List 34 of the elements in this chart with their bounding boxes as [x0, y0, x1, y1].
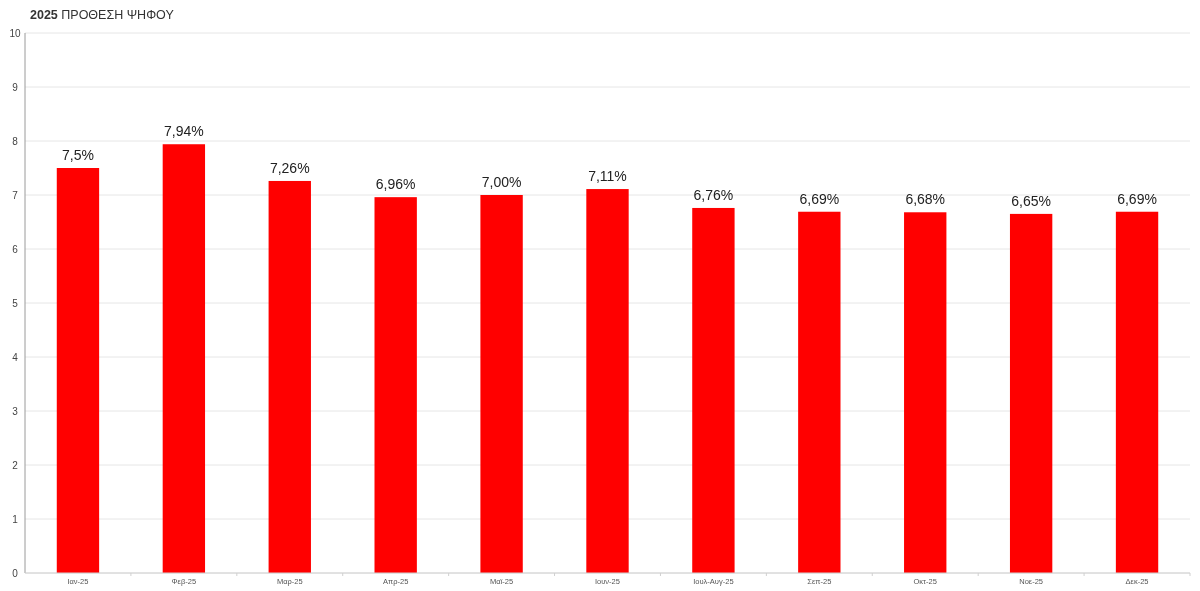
data-label: 7,11%: [588, 168, 627, 185]
y-tick-label: 1: [12, 513, 19, 525]
data-label: 7,5%: [61, 147, 94, 163]
bar: [268, 180, 311, 573]
bar: [1115, 211, 1159, 573]
bar: [374, 197, 417, 573]
y-tick-label: 5: [12, 297, 19, 309]
y-tick-label: 7: [12, 189, 19, 201]
bar: [798, 211, 841, 573]
y-tick-label: 8: [12, 135, 19, 147]
data-label: 6,76%: [693, 186, 734, 203]
y-tick-label: 4: [12, 351, 19, 363]
bar: [586, 189, 629, 573]
data-label: 6,65%: [1011, 192, 1051, 209]
bar: [162, 144, 206, 573]
bar: [692, 207, 735, 573]
y-tick-label: 2: [12, 459, 19, 471]
data-label: 6,68%: [905, 191, 946, 208]
data-label: 6,96%: [375, 176, 416, 193]
y-tick-label: 10: [9, 27, 21, 39]
data-label: 6,69%: [1117, 190, 1157, 207]
y-tick-label: 9: [12, 81, 19, 93]
bar: [480, 195, 523, 573]
y-tick-label: 0: [12, 567, 19, 579]
bar: [904, 212, 947, 573]
bar: [1009, 213, 1053, 573]
y-tick-label: 3: [12, 405, 19, 417]
bar: [56, 168, 100, 573]
data-label: 6,69%: [799, 190, 840, 207]
chart-title: 2025 ΠΡΟΘΕΣΗ ΨΗΦΟΥ: [30, 8, 175, 22]
data-label: 7,26%: [269, 159, 310, 176]
data-label: 7,00%: [481, 174, 522, 190]
y-tick-label: 6: [12, 243, 19, 255]
data-label: 7,94%: [164, 123, 204, 140]
